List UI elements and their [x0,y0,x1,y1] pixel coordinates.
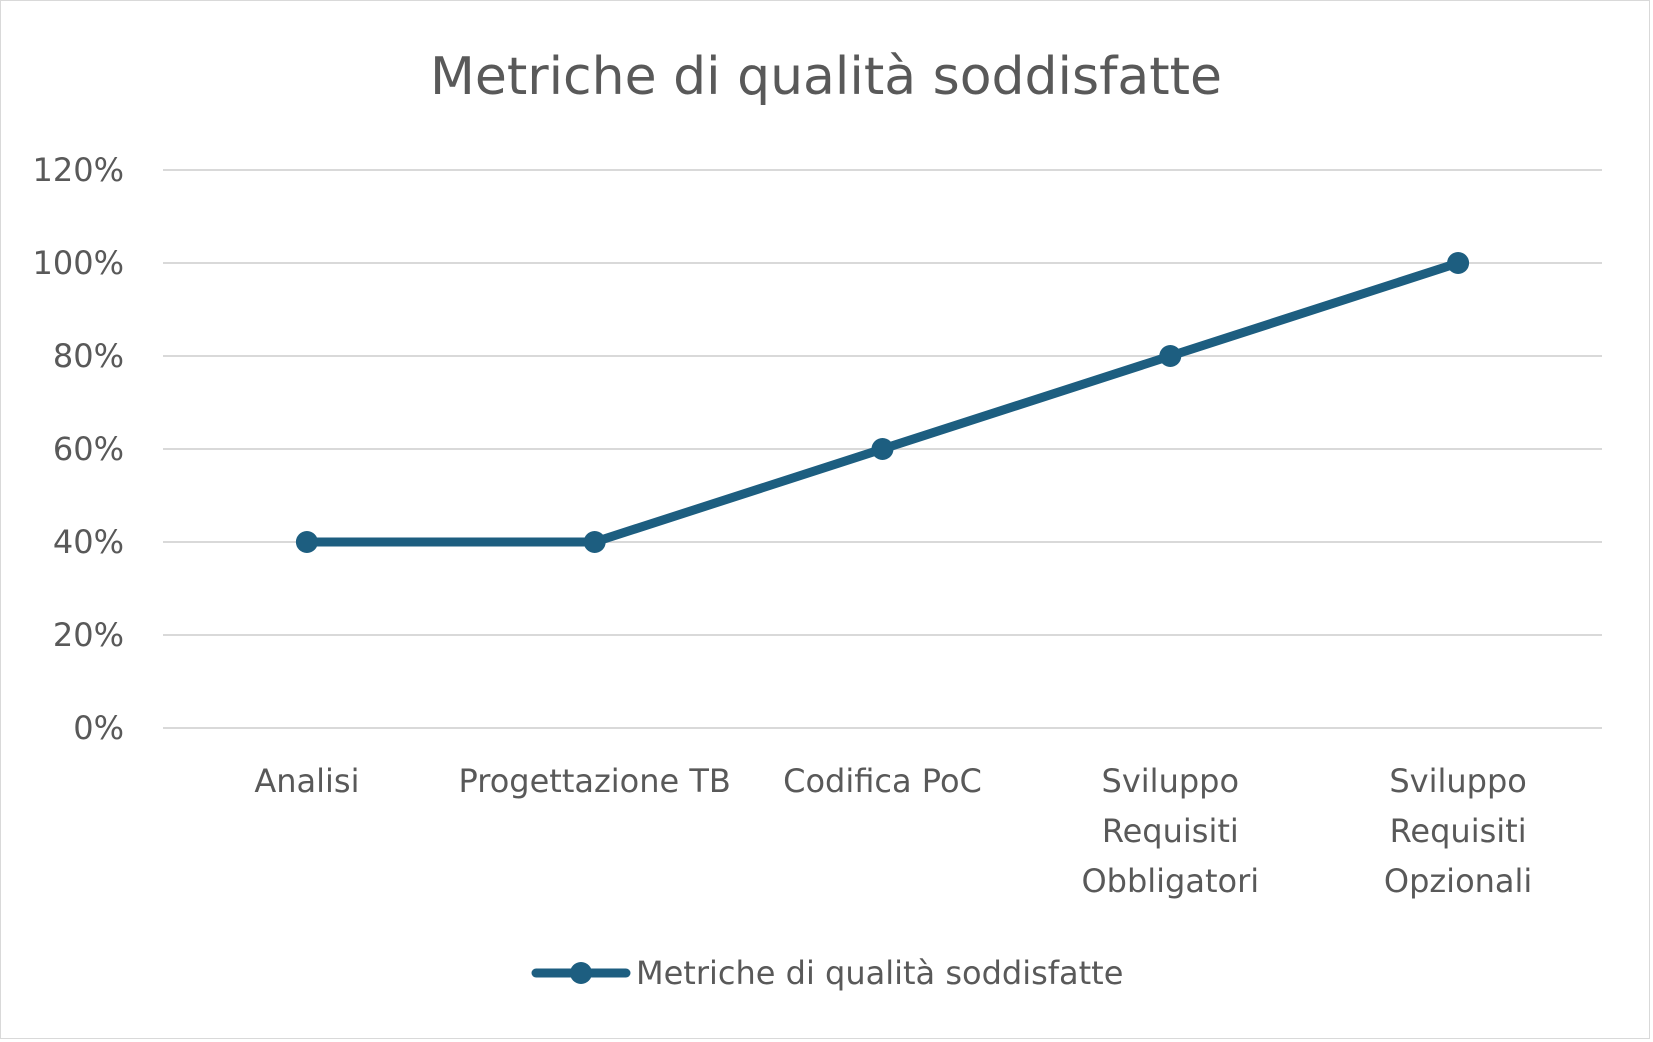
y-tick-label: 20% [53,616,124,654]
series-layer [295,252,1470,553]
x-category-label: Codifica PoC [783,762,982,800]
y-tick-label: 60% [53,430,124,468]
chart-title: Metriche di qualità soddisfatte [430,47,1222,107]
y-tick-label: 80% [53,337,124,375]
data-point-marker [583,531,606,553]
x-category-label-line: Analisi [254,762,359,800]
gridlines [163,169,1602,729]
y-tick-label: 100% [33,244,124,282]
x-category-label-line: Progettazione TB [459,762,731,800]
y-tick-label: 0% [73,709,124,747]
x-category-label: Sviluppo Requisiti Opzionali [1384,762,1532,900]
x-category-label-line: Requisiti [1102,812,1239,850]
x-axis-categories: Analisi Progettazione TB Codifica PoC Svilu… [254,762,1532,900]
legend-label: Metriche di qualità soddisfatte [636,954,1123,992]
legend-marker [570,962,592,984]
y-tick-label: 120% [33,151,124,189]
x-category-label: Progettazione TB [459,762,731,800]
x-category-label-line: Obbligatori [1081,862,1259,900]
x-category-label-line: Opzionali [1384,862,1532,900]
x-category-label: Sviluppo Requisiti Obbligatori [1081,762,1259,900]
y-axis-ticks: 0% 20% 40% 60% 80% 100% 120% [33,151,124,747]
data-point-marker [1159,345,1182,367]
data-point-marker [871,438,894,460]
y-tick-label: 40% [53,523,124,561]
legend: Metriche di qualità soddisfatte [531,954,1123,992]
series-line [302,258,1463,547]
x-category-label: Analisi [254,762,359,800]
x-category-label-line: Sviluppo [1389,762,1527,800]
data-point-marker [1447,252,1470,274]
x-category-label-line: Sviluppo [1102,762,1240,800]
x-category-label-line: Requisiti [1390,812,1527,850]
data-point-marker [295,531,318,553]
x-category-label-line: Codifica PoC [783,762,982,800]
